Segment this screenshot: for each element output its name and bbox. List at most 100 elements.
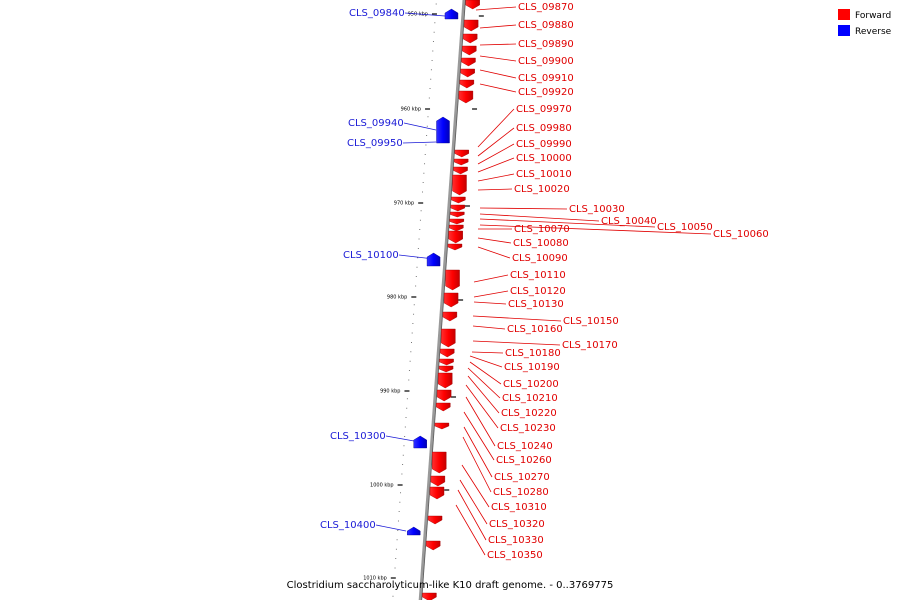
gene-label: CLS_10130 (508, 299, 564, 310)
leader-line (477, 127, 515, 157)
leader-line (465, 396, 496, 447)
gene-label: CLS_10270 (494, 472, 550, 483)
forward-gene-block (438, 365, 454, 373)
forward-gene-block (440, 348, 455, 358)
gene-label: CLS_09950 (347, 138, 403, 149)
forward-gene-block (430, 475, 446, 487)
leader-line (473, 274, 509, 283)
gene-label: CLS_10090 (512, 253, 568, 264)
forward-gene-block (422, 592, 437, 600)
gene-label: CLS_10310 (491, 502, 547, 513)
gene-label: CLS_10260 (496, 455, 552, 466)
gene-label: CLS_10280 (493, 487, 549, 498)
leader-line (459, 479, 488, 525)
forward-gene-block (450, 211, 465, 218)
gene-label: CLS_10020 (514, 184, 570, 195)
leader-line (479, 24, 517, 29)
gene-label: CLS_09980 (516, 123, 572, 134)
leader-line (477, 237, 512, 244)
leader-line (465, 384, 499, 429)
leader-line (404, 12, 446, 17)
legend-reverse-swatch (838, 25, 850, 36)
leader-line (479, 55, 517, 62)
forward-gene-block (445, 269, 460, 291)
forward-gene-block (462, 33, 478, 44)
leader-line (463, 426, 493, 478)
forward-gene-block (454, 149, 469, 158)
leader-line (462, 436, 492, 493)
gene-label: CLS_10180 (505, 348, 561, 359)
leader-line (471, 351, 504, 354)
map-caption: Clostridium saccharolyticum-like K10 dra… (287, 580, 614, 591)
leader-line (457, 489, 487, 541)
gene-label: CLS_09890 (518, 39, 574, 50)
leader-line (461, 464, 490, 508)
gene-label: CLS_10070 (514, 224, 570, 235)
leader-line (469, 361, 502, 385)
gene-label: CLS_10160 (507, 324, 563, 335)
leader-line (473, 290, 509, 298)
leader-line (467, 375, 500, 414)
leader-line (479, 213, 600, 222)
gene-label: CLS_10230 (500, 423, 556, 434)
gene-label-layer: CLS_09840 CLS_09870 CLS_09880 CLS_09890 CLS_… (320, 2, 769, 561)
leader-line (479, 43, 517, 46)
forward-gene-block (451, 196, 466, 204)
leader-line (403, 122, 437, 131)
leader-line (479, 207, 568, 210)
tick-label: 1000 kbp (370, 483, 394, 489)
gene-label: CLS_09970 (516, 104, 572, 115)
reverse-gene-block (436, 116, 450, 144)
leader-line (479, 69, 517, 79)
gene-layer (407, 0, 480, 600)
legend-forward-label: Forward (855, 11, 891, 21)
forward-gene-block (442, 311, 458, 322)
forward-gene-block (459, 79, 475, 89)
leader-line (463, 411, 495, 461)
forward-gene-block (463, 19, 479, 32)
leader-line (477, 143, 515, 165)
legend-reverse-label: Reverse (855, 27, 892, 37)
gene-label: CLS_09940 (348, 118, 404, 129)
leader-line (467, 367, 501, 399)
forward-gene-block (425, 540, 441, 551)
leader-line (477, 108, 515, 148)
leader-line (472, 340, 561, 346)
legend: Forward Reverse (838, 9, 892, 37)
reverse-gene-block (413, 435, 427, 449)
leader-line (479, 224, 712, 235)
forward-gene-block (449, 224, 464, 232)
gene-label: CLS_09870 (518, 2, 574, 13)
forward-gene-block (461, 57, 476, 67)
gene-label: CLS_10170 (562, 340, 618, 351)
gene-label: CLS_10210 (502, 393, 558, 404)
tick-label: 990 kbp (380, 389, 400, 395)
gene-label: CLS_09910 (518, 73, 574, 84)
leader-line (477, 188, 513, 191)
forward-gene-block (441, 328, 456, 348)
forward-gene-block (460, 68, 475, 78)
tick-label: 960 kbp (401, 107, 421, 113)
forward-gene-block (448, 230, 463, 244)
forward-gene-block (436, 402, 451, 412)
genome-backbone-edge (421, 0, 466, 600)
gene-label: CLS_10300 (330, 431, 386, 442)
leader-line (479, 218, 656, 228)
gene-label: CLS_10120 (510, 286, 566, 297)
gene-label: CLS_10040 (601, 216, 657, 227)
gene-label: CLS_10150 (563, 316, 619, 327)
tick-label: 970 kbp (394, 201, 414, 207)
gene-label: CLS_09880 (518, 20, 574, 31)
leader-line (479, 83, 517, 93)
reverse-gene-block (444, 8, 459, 20)
gene-label: CLS_10190 (504, 362, 560, 373)
forward-gene-block (449, 218, 465, 225)
gene-label: CLS_10110 (510, 270, 566, 281)
leader-line (473, 301, 507, 305)
forward-gene-block (458, 90, 474, 104)
reverse-gene-block (407, 526, 421, 536)
gene-label: CLS_10080 (513, 238, 569, 249)
leader-line (402, 141, 437, 144)
gene-label: CLS_09900 (518, 56, 574, 67)
